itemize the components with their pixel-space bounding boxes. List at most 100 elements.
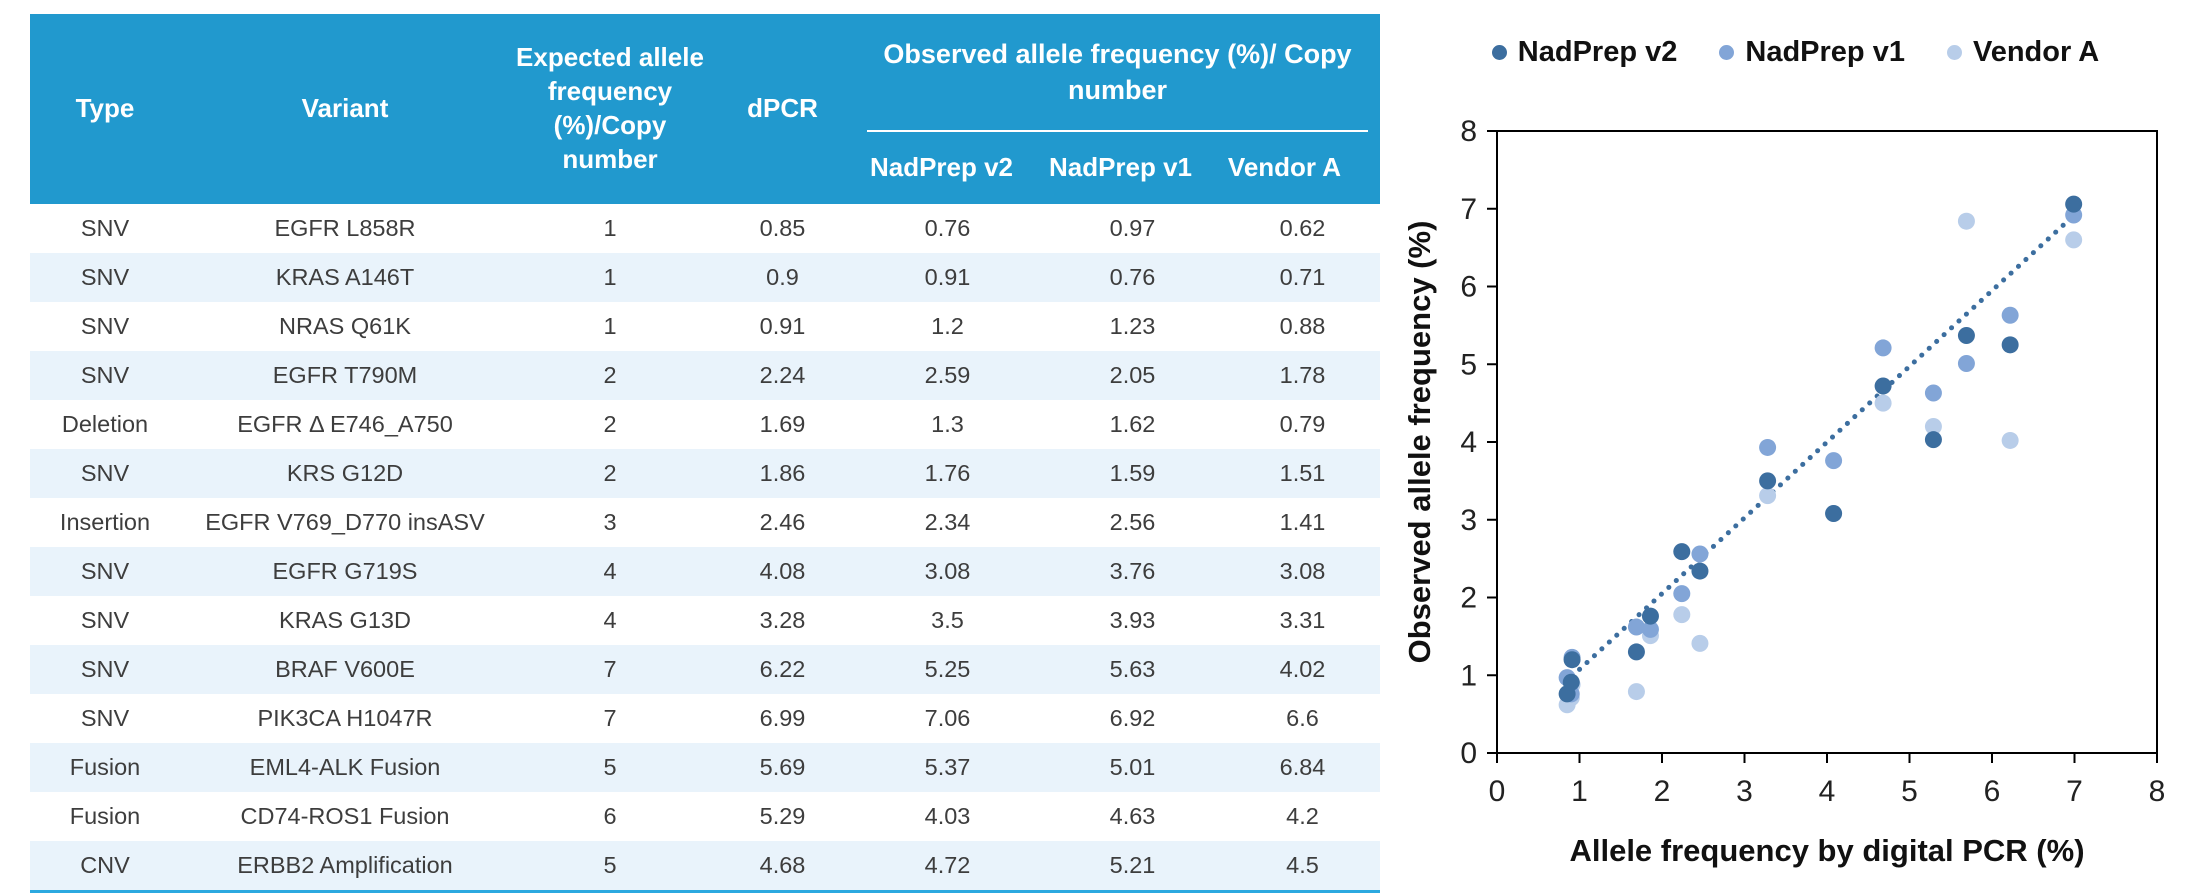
cell-dpcr: 5.69 bbox=[759, 754, 806, 780]
cell-nadprep-v2: 1.76 bbox=[924, 460, 971, 486]
table-row: Fusion EML4-ALK Fusion 5 5.69 5.37 5.01 6.84 bbox=[30, 743, 1380, 792]
cell-dpcr: 6.99 bbox=[759, 705, 806, 731]
y-tick-label: 4 bbox=[1460, 426, 1477, 459]
data-point-nadprep-v2 bbox=[2065, 195, 2083, 213]
table-row: Insertion EGFR V769_D770 insASV 3 2.46 2.34 2… bbox=[30, 498, 1380, 547]
cell-vendor-a: 0.71 bbox=[1279, 264, 1326, 290]
data-point-vendor-a bbox=[1874, 394, 1892, 412]
cell-vendor-a: 0.62 bbox=[1279, 215, 1326, 241]
header-observed-subcolumns: NadPrep v2 NadPrep v1 Vendor A bbox=[855, 132, 1380, 204]
data-point-vendor-a bbox=[1924, 417, 1942, 435]
data-point-nadprep-v2 bbox=[1874, 377, 1892, 395]
table-row: SNV EGFR T790M 2 2.24 2.59 2.05 1.78 bbox=[30, 351, 1380, 400]
data-point-nadprep-v2 bbox=[1825, 505, 1843, 523]
cell-expected: 5 bbox=[603, 852, 617, 878]
table-row: SNV PIK3CA H1047R 7 6.99 7.06 6.92 6.6 bbox=[30, 694, 1380, 743]
cell-nadprep-v1: 2.05 bbox=[1109, 362, 1156, 388]
x-tick-label: 4 bbox=[1819, 775, 1836, 808]
cell-expected: 2 bbox=[603, 411, 617, 437]
cell-nadprep-v1: 0.97 bbox=[1109, 215, 1156, 241]
plot-area-border bbox=[1496, 130, 2158, 754]
cell-nadprep-v1: 4.63 bbox=[1109, 803, 1156, 829]
legend-label: NadPrep v2 bbox=[1517, 36, 1678, 68]
table-row: CNV ERBB2 Amplification 5 4.68 4.72 5.21 4.5 bbox=[30, 841, 1380, 890]
cell-dpcr: 0.91 bbox=[759, 313, 806, 339]
header-type: Type bbox=[75, 93, 135, 124]
cell-variant: BRAF V600E bbox=[275, 656, 415, 682]
cell-dpcr: 3.28 bbox=[759, 607, 806, 633]
header-vendor-a: Vendor A bbox=[1227, 152, 1342, 183]
table-row: SNV EGFR G719S 4 4.08 3.08 3.76 3.08 bbox=[30, 547, 1380, 596]
data-point-vendor-a bbox=[1691, 634, 1709, 652]
cell-vendor-a: 3.08 bbox=[1279, 558, 1326, 584]
table-header: Type Variant Expected allele frequency (… bbox=[30, 14, 1380, 204]
cell-nadprep-v2: 2.59 bbox=[924, 362, 971, 388]
cell-nadprep-v1: 1.59 bbox=[1109, 460, 1156, 486]
header-observed-group-title: Observed allele frequency (%)/ Copy numb… bbox=[867, 14, 1368, 132]
y-tick-label: 1 bbox=[1460, 659, 1477, 692]
cell-nadprep-v2: 0.91 bbox=[924, 264, 971, 290]
legend-dot-icon bbox=[1946, 45, 1962, 60]
y-axis-title: Observed allele frequency (%) bbox=[1402, 221, 1437, 664]
cell-expected: 5 bbox=[603, 754, 617, 780]
y-tick-label: 5 bbox=[1460, 348, 1477, 381]
cell-variant: EGFR V769_D770 insASV bbox=[205, 509, 485, 535]
cell-expected: 3 bbox=[603, 509, 617, 535]
table-body: SNV EGFR L858R 1 0.85 0.76 0.97 0.62 SNV KRAS A1… bbox=[30, 204, 1380, 893]
cell-expected: 4 bbox=[603, 607, 617, 633]
y-tick-label: 3 bbox=[1460, 504, 1477, 537]
cell-nadprep-v1: 5.21 bbox=[1109, 852, 1156, 878]
data-point-nadprep-v2 bbox=[1759, 472, 1777, 490]
cell-vendor-a: 6.6 bbox=[1286, 705, 1319, 731]
cell-vendor-a: 0.88 bbox=[1279, 313, 1326, 339]
cell-vendor-a: 1.51 bbox=[1279, 460, 1326, 486]
table-row: SNV EGFR L858R 1 0.85 0.76 0.97 0.62 bbox=[30, 204, 1380, 253]
y-tick-label: 6 bbox=[1460, 271, 1477, 304]
header-observed-group: Observed allele frequency (%)/ Copy numb… bbox=[855, 14, 1380, 204]
data-point-nadprep-v1 bbox=[1874, 339, 1892, 357]
cell-dpcr: 2.24 bbox=[759, 362, 806, 388]
table-row: SNV KRAS A146T 1 0.9 0.91 0.76 0.71 bbox=[30, 253, 1380, 302]
cell-variant: NRAS Q61K bbox=[279, 313, 411, 339]
cell-dpcr: 2.46 bbox=[759, 509, 806, 535]
cell-type: SNV bbox=[80, 264, 130, 290]
data-point-nadprep-v1 bbox=[1957, 354, 1975, 372]
variant-table: Type Variant Expected allele frequency (… bbox=[30, 14, 1380, 893]
cell-nadprep-v2: 3.5 bbox=[931, 607, 964, 633]
x-tick-label: 6 bbox=[1984, 775, 2001, 808]
data-point-nadprep-v2 bbox=[2001, 336, 2019, 354]
cell-nadprep-v1: 5.01 bbox=[1109, 754, 1156, 780]
header-dpcr: dPCR bbox=[747, 93, 818, 124]
data-point-nadprep-v2 bbox=[1924, 431, 1942, 449]
cell-variant: KRS G12D bbox=[286, 460, 404, 486]
x-axis-title: Allele frequency by digital PCR (%) bbox=[1569, 833, 2084, 868]
cell-type: Insertion bbox=[59, 509, 151, 535]
legend-dot-icon bbox=[1719, 45, 1735, 60]
cell-nadprep-v1: 5.63 bbox=[1109, 656, 1156, 682]
cell-type: SNV bbox=[80, 313, 130, 339]
legend-label: Vendor A bbox=[1972, 36, 2100, 68]
legend-item: Vendor A bbox=[1946, 36, 2100, 69]
table-row: Fusion CD74-ROS1 Fusion 6 5.29 4.03 4.63 4.2 bbox=[30, 792, 1380, 841]
data-point-vendor-a bbox=[2001, 431, 2019, 449]
legend-dot-icon bbox=[1491, 45, 1507, 60]
data-point-nadprep-v1 bbox=[2001, 306, 2019, 324]
cell-nadprep-v1: 6.92 bbox=[1109, 705, 1156, 731]
cell-expected: 6 bbox=[603, 803, 617, 829]
cell-type: SNV bbox=[80, 460, 130, 486]
cell-variant: KRAS A146T bbox=[275, 264, 415, 290]
cell-type: Deletion bbox=[61, 411, 149, 437]
cell-variant: EGFR L858R bbox=[274, 215, 416, 241]
data-point-nadprep-v1 bbox=[1627, 618, 1645, 636]
cell-nadprep-v2: 4.72 bbox=[924, 852, 971, 878]
cell-dpcr: 6.22 bbox=[759, 656, 806, 682]
cell-variant: KRAS G13D bbox=[279, 607, 411, 633]
cell-type: SNV bbox=[80, 705, 130, 731]
y-tick-label: 8 bbox=[1460, 115, 1477, 148]
cell-expected: 2 bbox=[603, 362, 617, 388]
cell-vendor-a: 3.31 bbox=[1279, 607, 1326, 633]
header-nadprep-v2: NadPrep v2 bbox=[869, 152, 1014, 183]
table-row: SNV KRS G12D 2 1.86 1.76 1.59 1.51 bbox=[30, 449, 1380, 498]
legend-label: NadPrep v1 bbox=[1745, 36, 1905, 68]
cell-nadprep-v2: 5.37 bbox=[924, 754, 971, 780]
